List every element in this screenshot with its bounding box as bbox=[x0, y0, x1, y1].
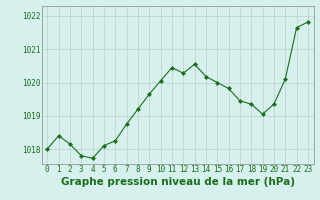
X-axis label: Graphe pression niveau de la mer (hPa): Graphe pression niveau de la mer (hPa) bbox=[60, 177, 295, 187]
